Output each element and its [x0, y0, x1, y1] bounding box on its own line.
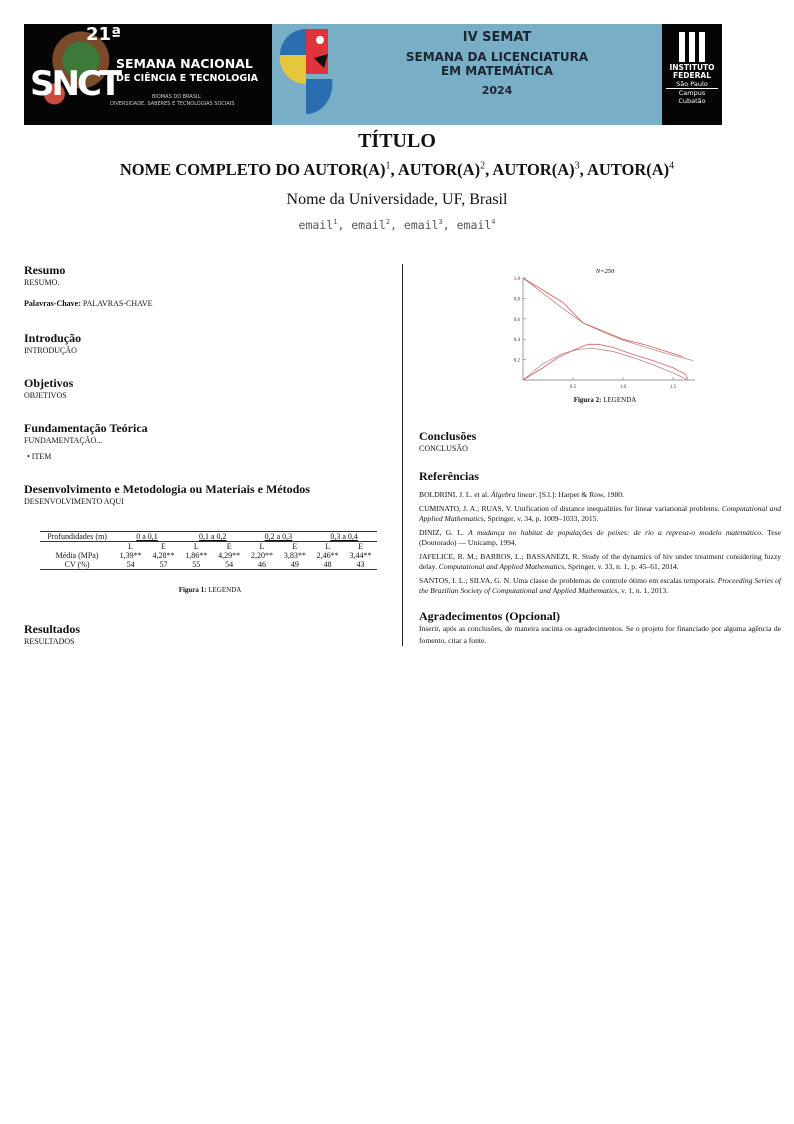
- reference-item: JAFELICE, R. M.; BARROS, L.; BASSANEZI, …: [419, 551, 781, 572]
- series-line-3: [522, 347, 689, 381]
- table-row: Média (MPa) 1,39** 4,28** 1,86** 4,29** 2,20*…: [40, 551, 377, 560]
- desenvolvimento-text: DESENVOLVIMENTO AQUI: [24, 497, 124, 506]
- fundamentacao-text: FUNDAMENTAÇÃO...: [24, 436, 103, 445]
- table-header-cell: 0,1 a 0,2: [198, 532, 227, 541]
- table-cell: CV (%): [64, 560, 90, 569]
- list-item: • ITEM: [27, 452, 52, 461]
- table-cell: 46: [257, 560, 266, 569]
- y-tick-label: 0.4: [514, 338, 521, 343]
- table-subheader-cell: L: [128, 542, 134, 551]
- page-title: TÍTULO: [358, 130, 436, 152]
- resultados-text: RESULTADOS: [24, 637, 75, 646]
- figure-2-caption: Figura 2: LEGENDA: [573, 396, 637, 404]
- referencias-heading: Referências: [419, 469, 479, 483]
- intro-text: INTRODUÇÃO: [24, 346, 77, 355]
- table-cell: 55: [192, 560, 201, 569]
- table-header-cell: Profundidades (m): [47, 532, 107, 541]
- table-row: CV (%) 54 57 55 54 46 49 48 43: [40, 560, 377, 570]
- y-tick-label: 0.6: [514, 318, 521, 323]
- series-line-4: [522, 343, 689, 381]
- objetivos-heading: Objetivos: [24, 376, 74, 390]
- table-cell: 3,83**: [283, 551, 306, 560]
- table-cell: 43: [356, 560, 365, 569]
- chart-title: N=250: [595, 268, 615, 275]
- column-divider: [402, 264, 403, 646]
- parrot-icon: [279, 29, 333, 115]
- table-subheader-cell: E: [358, 542, 363, 551]
- desenvolvimento-heading: Desenvolvimento e Metodologia ou Materia…: [24, 482, 310, 496]
- table-cell: 1,39**: [119, 551, 142, 560]
- header-banner: SNCT 21ª SEMANA NACIONAL DE CIÊNCIA E TE…: [24, 24, 722, 125]
- table-cell: 49: [290, 560, 299, 569]
- x-tick-label: 0.5: [570, 385, 577, 390]
- table-cell: 2,20**: [250, 551, 273, 560]
- series-line-1: [522, 277, 694, 362]
- keywords: Palavras-Chave: PALAVRAS-CHAVE: [24, 299, 153, 308]
- agradecimentos-heading: Agradecimentos (Opcional): [419, 609, 560, 623]
- x-tick-label: 1.0: [620, 385, 627, 390]
- table-subheader-cell: [40, 542, 114, 552]
- table-cell: 3,44**: [349, 551, 372, 560]
- table-cell: Média (MPa): [55, 551, 99, 560]
- table-cell: 57: [159, 560, 168, 569]
- table-cell: 4,28**: [152, 551, 175, 560]
- reference-item: BOLDRINI, J. L. et al. Álgebra linear. […: [419, 490, 624, 499]
- emails: email1, email2, email3, email4: [298, 218, 496, 232]
- reference-item: CUMINATO, J. A.; RUAS, V. Unification of…: [419, 503, 782, 524]
- conclusoes-text: CONCLUSÃO: [419, 444, 468, 453]
- resumo-heading: Resumo: [24, 263, 66, 277]
- series-line-2: [522, 277, 684, 357]
- authors: NOME COMPLETO DO AUTOR(A)1, AUTOR(A)2, A…: [119, 160, 675, 179]
- y-tick-label: 1.0: [514, 277, 521, 282]
- resumo-text: RESUMO.: [24, 278, 60, 287]
- references-list: BOLDRINI, J. L. et al. Álgebra linear. […: [419, 490, 781, 600]
- table-cell: 1,86**: [185, 551, 208, 560]
- fundamentacao-heading: Fundamentação Teórica: [24, 421, 148, 435]
- semat-logo: IV SEMAT SEMANA DA LICENCIATURA EM MATEM…: [272, 24, 662, 125]
- resultados-heading: Resultados: [24, 622, 81, 636]
- reference-item: DINIZ, G. L. A mudança no habitat de pop…: [419, 527, 781, 548]
- reference-item: SANTOS, I. L.; SILVA, G. N. Uma classe d…: [419, 575, 781, 596]
- y-tick-label: 0.2: [514, 359, 521, 364]
- snct-logo: SNCT 21ª SEMANA NACIONAL DE CIÊNCIA E TE…: [24, 24, 272, 125]
- table-header-cell: 0 a 0,1: [136, 532, 158, 541]
- table-cell: 48: [323, 560, 332, 569]
- objetivos-text: OBJETIVOS: [24, 391, 67, 400]
- agradecimentos-text: Inserir, após as conclusões, de maneira …: [419, 624, 781, 645]
- intro-heading: Introdução: [24, 331, 82, 345]
- y-tick-label: 0.8: [514, 297, 521, 302]
- university: Nome da Universidade, UF, Brasil: [286, 191, 508, 208]
- table-cell: 54: [225, 560, 234, 569]
- figure-1-caption: Figura 1: LEGENDA: [178, 586, 242, 594]
- table-cell: 4,29**: [218, 551, 241, 560]
- table-subheader-cell: E: [292, 542, 298, 551]
- table-subheader-cell: E: [161, 542, 166, 551]
- data-table: Profundidades (m) 0 a 0,1 0,1 a 0,2 0,2 a 0…: [40, 531, 377, 570]
- table-subheader-cell: L: [193, 542, 199, 551]
- if-logo: INSTITUTO FEDERAL São Paulo Campus Cubat…: [662, 24, 722, 125]
- table-subheader-cell: L: [259, 542, 265, 551]
- table-cell: 54: [126, 560, 135, 569]
- table-header-cell: 0,2 a 0,3: [264, 532, 293, 541]
- conclusoes-heading: Conclusões: [419, 429, 477, 443]
- table-subheader-cell: E: [226, 542, 232, 551]
- x-tick-label: 1.5: [670, 385, 677, 390]
- table-subheader-cell: L: [325, 542, 331, 551]
- table-header-cell: 0,3 a 0,4: [330, 532, 358, 541]
- line-chart: 0.5 1.0 1.5 0.2 0.4 0.6 0.8 1.0 N=250: [514, 268, 695, 390]
- table-cell: 2,46**: [316, 551, 339, 560]
